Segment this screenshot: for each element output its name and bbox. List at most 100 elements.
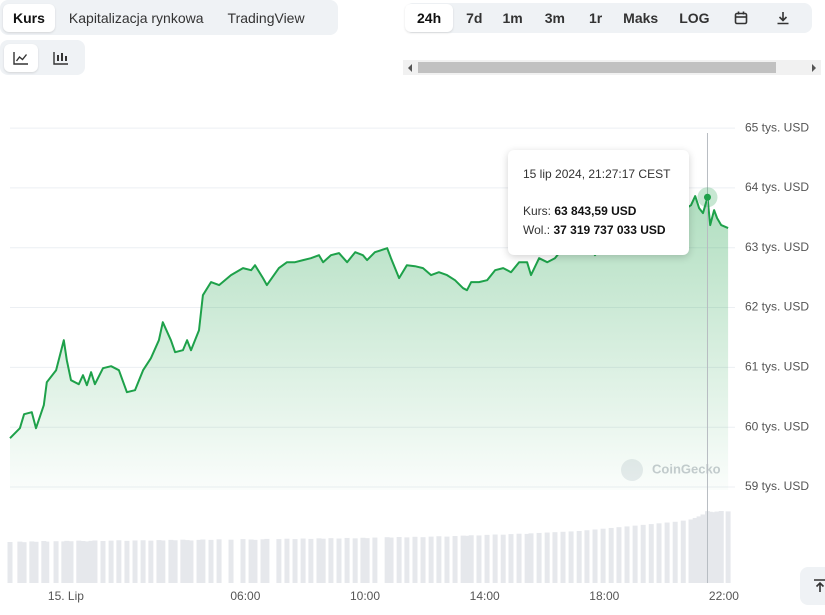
tab[interactable]: Kapitalizacja rynkowa (68, 9, 204, 26)
line-icon (13, 51, 28, 65)
range-button[interactable]: 1m (502, 10, 523, 26)
scroll-top-button[interactable] (800, 567, 825, 605)
x-tick-label: 06:00 (230, 589, 260, 603)
range-bar: 24h 7d 1m 3m 1r Maks LOG (405, 3, 812, 33)
tab-bar: Kurs Kapitalizacja rynkowa TradingView (0, 0, 338, 35)
calendar-button[interactable] (724, 4, 758, 32)
volume-bar (260, 539, 266, 583)
volume-bar (700, 514, 706, 583)
volume-bar (21, 542, 27, 583)
volume-bar (336, 538, 342, 583)
volume-bar (680, 520, 686, 583)
y-tick-label: 61 tys. USD (745, 360, 809, 374)
range-button[interactable]: 1r (588, 10, 603, 26)
tab[interactable]: TradingView (227, 9, 305, 26)
download-button[interactable] (766, 4, 800, 32)
volume-bar (33, 541, 39, 583)
area (10, 196, 729, 490)
scroll-left (408, 64, 412, 72)
volume-bar (711, 512, 717, 583)
range-button[interactable]: LOG (679, 10, 710, 26)
download-icon (777, 12, 789, 25)
scrollbar[interactable] (403, 60, 821, 75)
volume-bar (576, 531, 582, 583)
volume-bar (7, 541, 13, 583)
x-tick-label: 18:00 (589, 589, 619, 603)
point (703, 193, 711, 201)
volume-bar (364, 538, 370, 583)
volume-bar (452, 536, 458, 583)
volume-bar (464, 535, 470, 583)
tab[interactable]: Kurs (3, 3, 55, 32)
range-button[interactable]: Maks (623, 10, 659, 26)
volume-bar (560, 531, 566, 583)
volume-bar (76, 540, 82, 583)
volume-bar (500, 534, 506, 583)
volume-bar (328, 538, 334, 583)
volume-bar (468, 535, 474, 583)
tooltip: 15 lip 2024, 21:27:17 CEST Kurs: 63 843,… (508, 150, 689, 255)
volume-bar (132, 540, 138, 583)
chart-type-bar (0, 40, 85, 75)
volume-bar (320, 538, 326, 583)
x-tick-label: 14:00 (470, 589, 500, 603)
volume-bar (725, 511, 731, 583)
volume-bar (396, 536, 402, 583)
volume-bar (492, 534, 498, 583)
volume-bar (17, 541, 23, 583)
line-chart-button[interactable] (4, 43, 38, 72)
volume-bar (200, 539, 206, 583)
volume-bar (592, 529, 598, 583)
volume-bar (124, 540, 130, 583)
volume-bar (707, 511, 713, 583)
volume-bar (460, 535, 466, 583)
volume-bar (300, 538, 306, 583)
y-tick-label: 64 tys. USD (745, 180, 809, 194)
volume-bar (84, 541, 90, 583)
volume-bar (168, 539, 174, 583)
volume-bar (568, 531, 574, 583)
volume-bar (156, 540, 162, 583)
volume-bar (248, 539, 254, 583)
volume-bar (476, 535, 482, 583)
volume-bar (528, 533, 534, 583)
volume-bar (80, 541, 86, 583)
volume-bar (29, 541, 35, 583)
scroll-thumb[interactable] (418, 62, 776, 73)
volume-bar (216, 539, 222, 583)
volume-bar (656, 523, 662, 583)
volume-bar (508, 534, 514, 583)
volume-bar (208, 539, 214, 583)
volume-bar (718, 511, 724, 583)
volume-bar (420, 537, 426, 583)
volume-bar (428, 536, 434, 583)
y-tick-label: 65 tys. USD (745, 120, 809, 134)
volume-bar (388, 537, 394, 583)
range-button[interactable]: 7d (466, 10, 483, 26)
volume-bar (544, 532, 550, 583)
volume-bar (316, 538, 322, 583)
volume-bar (664, 522, 670, 583)
range-button[interactable]: 3m (544, 10, 565, 26)
volume-bar (116, 540, 122, 583)
tooltip-title: 15 lip 2024, 21:27:17 CEST (523, 167, 671, 181)
volume-bar (640, 524, 646, 583)
volume-bar (688, 519, 694, 583)
volume-bar (404, 537, 410, 583)
volume-bar (228, 539, 234, 583)
volume-bar (308, 538, 314, 583)
tooltip-price-value: 63 843,59 USD (554, 204, 637, 218)
volume-bar (412, 536, 418, 583)
tooltip-volume-value: 37 319 737 033 USD (553, 223, 666, 237)
candle-chart-button[interactable] (44, 44, 78, 72)
volume-bar (672, 521, 678, 583)
volume-bar (64, 540, 70, 583)
volume-bar (44, 541, 50, 583)
volume-bar (284, 538, 290, 583)
range-button[interactable]: 24h (405, 4, 454, 32)
volume-bar (616, 527, 622, 583)
volume-bar (624, 526, 630, 583)
y-tick-label: 62 tys. USD (745, 300, 809, 314)
volume-bar (148, 540, 154, 583)
volume-bar (240, 539, 246, 583)
